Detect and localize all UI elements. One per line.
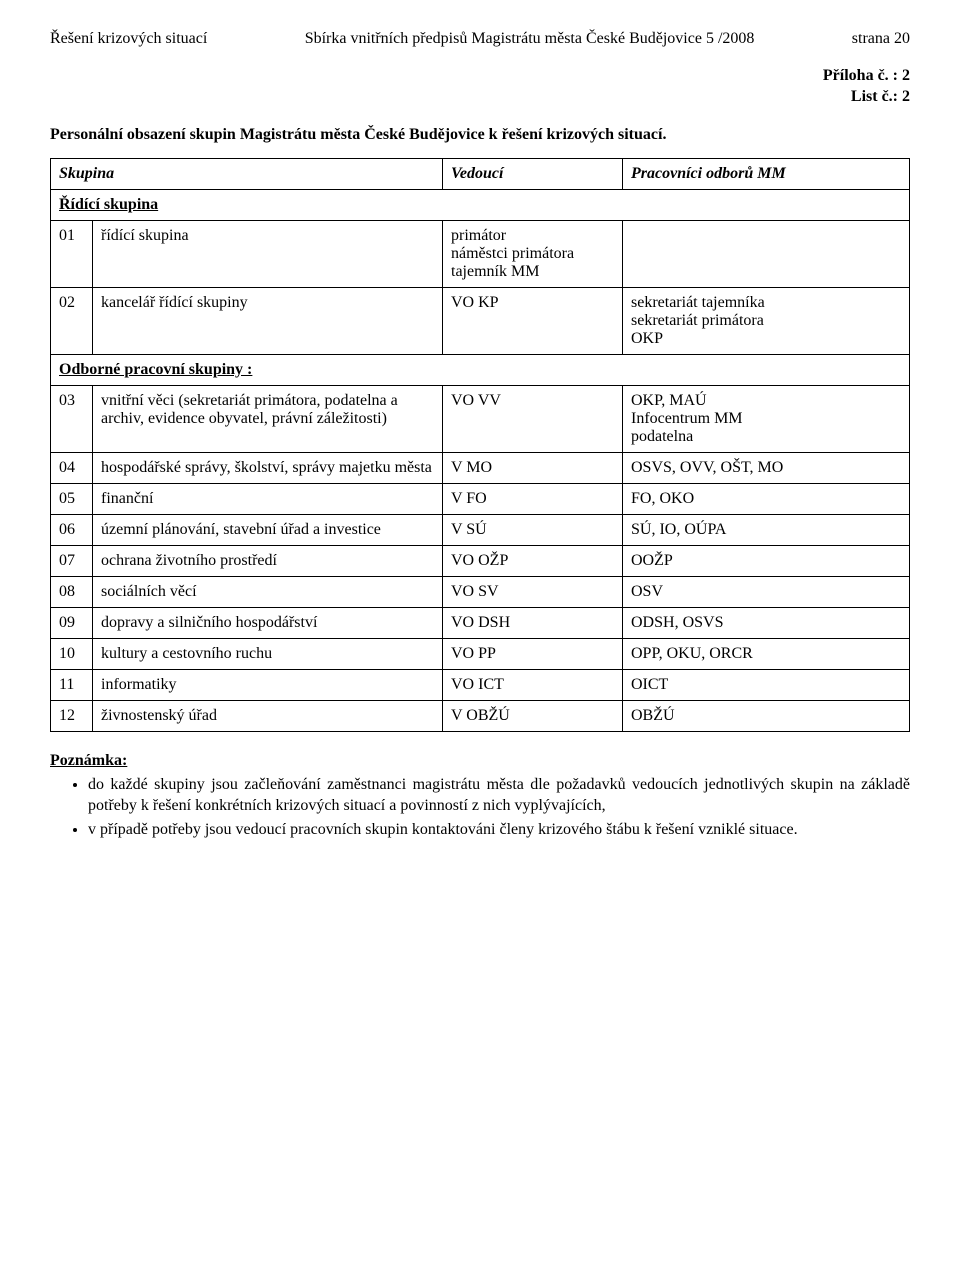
row-num: 11: [51, 669, 93, 700]
table-row: 04 hospodářské správy, školství, správy …: [51, 452, 910, 483]
row-workers: FO, OKO: [623, 483, 910, 514]
row-workers: ODSH, OSVS: [623, 607, 910, 638]
row-lead: VO ICT: [443, 669, 623, 700]
note-list: do každé skupiny jsou začleňování zaměst…: [50, 774, 910, 841]
col-vedouci: Vedoucí: [443, 158, 623, 189]
table-row: 05 finanční V FO FO, OKO: [51, 483, 910, 514]
row-num: 12: [51, 700, 93, 731]
row-name: dopravy a silničního hospodářství: [93, 607, 443, 638]
row-lead: VO SV: [443, 576, 623, 607]
row-name: finanční: [93, 483, 443, 514]
section2-label: Odborné pracovní skupiny :: [51, 354, 910, 385]
row-lead: VO OŽP: [443, 545, 623, 576]
row-name: hospodářské správy, školství, správy maj…: [93, 452, 443, 483]
row-workers: OKP, MAÚInfocentrum MMpodatelna: [623, 385, 910, 452]
row-name: ochrana životního prostředí: [93, 545, 443, 576]
row-lead: VO VV: [443, 385, 623, 452]
row-lead: VO KP: [443, 287, 623, 354]
row-num: 02: [51, 287, 93, 354]
section-odborne: Odborné pracovní skupiny :: [51, 354, 910, 385]
table-header-row: Skupina Vedoucí Pracovníci odborů MM: [51, 158, 910, 189]
row-name: kultury a cestovního ruchu: [93, 638, 443, 669]
row-name: živnostenský úřad: [93, 700, 443, 731]
subtitle: Personální obsazení skupin Magistrátu mě…: [50, 126, 910, 144]
row-lead: V MO: [443, 452, 623, 483]
table-row: 03 vnitřní věci (sekretariát primátora, …: [51, 385, 910, 452]
col-skupina: Skupina: [51, 158, 443, 189]
header-center: Sbírka vnitřních předpisů Magistrátu měs…: [207, 30, 852, 48]
section1-label: Řídící skupina: [51, 189, 910, 220]
page-header: Řešení krizových situací Sbírka vnitřníc…: [50, 30, 910, 48]
row-num: 04: [51, 452, 93, 483]
row-lead: primátornáměstci primátoratajemník MM: [443, 220, 623, 287]
row-workers: [623, 220, 910, 287]
row-lead: VO DSH: [443, 607, 623, 638]
row-num: 09: [51, 607, 93, 638]
attachment-line2: List č.: 2: [50, 87, 910, 108]
row-name: informatiky: [93, 669, 443, 700]
row-name: územní plánování, stavební úřad a invest…: [93, 514, 443, 545]
table-row: 07 ochrana životního prostředí VO OŽP OO…: [51, 545, 910, 576]
section-ridici: Řídící skupina: [51, 189, 910, 220]
table-row: 01 řídící skupina primátornáměstci primá…: [51, 220, 910, 287]
row-num: 08: [51, 576, 93, 607]
col-pracovnici: Pracovníci odborů MM: [623, 158, 910, 189]
row-workers: OICT: [623, 669, 910, 700]
row-num: 07: [51, 545, 93, 576]
row-name: kancelář řídící skupiny: [93, 287, 443, 354]
table-row: 11 informatiky VO ICT OICT: [51, 669, 910, 700]
table-row: 12 živnostenský úřad V OBŽÚ OBŽÚ: [51, 700, 910, 731]
attachment-info: Příloha č. : 2 List č.: 2: [50, 66, 910, 108]
row-lead: V FO: [443, 483, 623, 514]
note-item: do každé skupiny jsou začleňování zaměst…: [88, 774, 910, 817]
row-name: vnitřní věci (sekretariát primátora, pod…: [93, 385, 443, 452]
note-heading: Poznámka:: [50, 752, 910, 770]
table-row: 08 sociálních věcí VO SV OSV: [51, 576, 910, 607]
row-lead: VO PP: [443, 638, 623, 669]
row-workers: OPP, OKU, ORCR: [623, 638, 910, 669]
header-right: strana 20: [852, 30, 910, 48]
row-num: 06: [51, 514, 93, 545]
table-row: 06 územní plánování, stavební úřad a inv…: [51, 514, 910, 545]
row-num: 10: [51, 638, 93, 669]
row-name: sociálních věcí: [93, 576, 443, 607]
row-workers: OOŽP: [623, 545, 910, 576]
table-row: 10 kultury a cestovního ruchu VO PP OPP,…: [51, 638, 910, 669]
table-row: 02 kancelář řídící skupiny VO KP sekreta…: [51, 287, 910, 354]
groups-table: Skupina Vedoucí Pracovníci odborů MM Říd…: [50, 158, 910, 732]
row-lead: V OBŽÚ: [443, 700, 623, 731]
row-lead: V SÚ: [443, 514, 623, 545]
note-item: v případě potřeby jsou vedoucí pracovníc…: [88, 819, 910, 841]
row-workers: sekretariát tajemníkasekretariát primáto…: [623, 287, 910, 354]
row-num: 01: [51, 220, 93, 287]
table-row: 09 dopravy a silničního hospodářství VO …: [51, 607, 910, 638]
row-num: 03: [51, 385, 93, 452]
row-workers: OBŽÚ: [623, 700, 910, 731]
header-left: Řešení krizových situací: [50, 30, 207, 48]
row-workers: SÚ, IO, OÚPA: [623, 514, 910, 545]
row-workers: OSV: [623, 576, 910, 607]
row-num: 05: [51, 483, 93, 514]
row-name: řídící skupina: [93, 220, 443, 287]
attachment-line1: Příloha č. : 2: [50, 66, 910, 87]
row-workers: OSVS, OVV, OŠT, MO: [623, 452, 910, 483]
